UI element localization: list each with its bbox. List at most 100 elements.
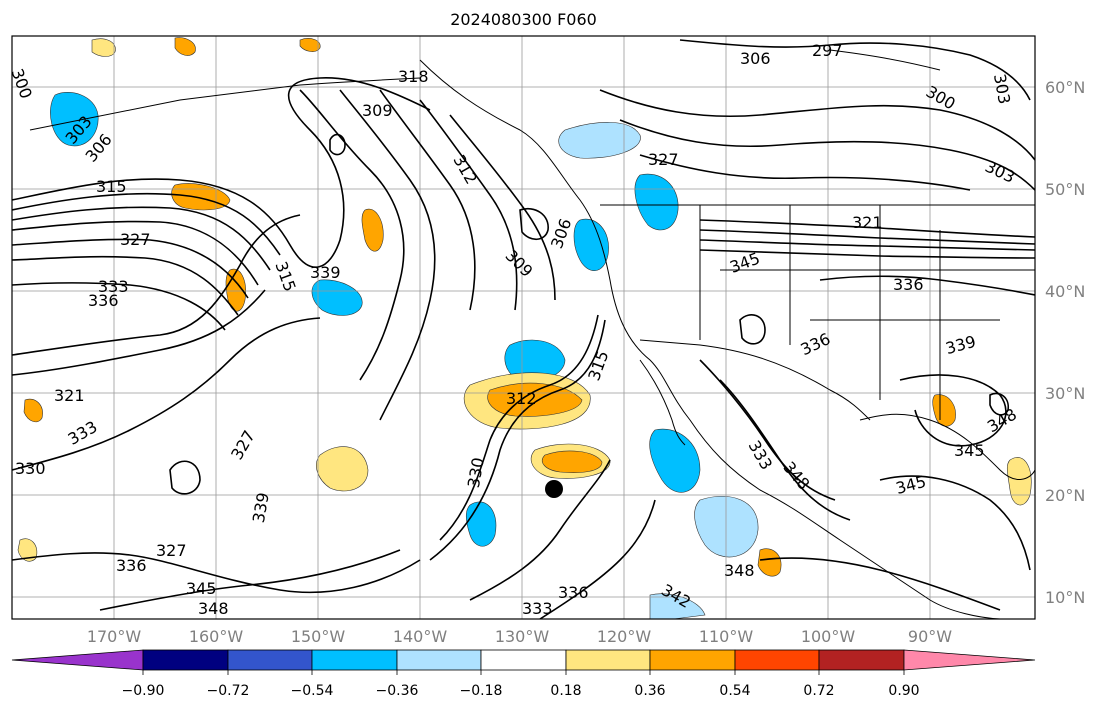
contour-label: 321 <box>54 386 85 405</box>
contour-line <box>759 557 1001 611</box>
orange-region <box>361 208 384 252</box>
contour-line <box>12 289 266 376</box>
us-mexico-border <box>639 339 871 421</box>
contour-lines <box>12 39 1035 619</box>
yellow-region <box>23 398 43 423</box>
contour-line <box>519 208 549 241</box>
lon-label: 170°W <box>86 627 142 646</box>
contour-line <box>639 154 971 191</box>
gridlines <box>12 36 1035 619</box>
colorbar-swatch <box>565 649 651 671</box>
contour-line <box>12 317 321 471</box>
coastlines <box>29 49 1035 619</box>
yellow-region <box>1006 457 1032 506</box>
contour-line <box>619 119 1035 191</box>
storm-marker <box>545 480 563 498</box>
colorbar-tick-label: 0.90 <box>888 683 920 699</box>
colorbar-swatch <box>734 649 820 671</box>
blue-region <box>634 173 679 231</box>
contour-label: 336 <box>88 291 119 310</box>
contour-label: 297 <box>812 41 843 60</box>
contour-line <box>699 219 1035 238</box>
yellow-region <box>299 38 321 52</box>
contour-line <box>169 460 201 495</box>
lon-label: 120°W <box>596 627 652 646</box>
blue-region <box>311 279 363 316</box>
contour-line <box>699 359 836 501</box>
colorbar-swatch <box>480 649 567 671</box>
contour-line <box>12 206 271 271</box>
lon-label: 90°W <box>907 627 953 646</box>
contour-line <box>12 255 239 316</box>
contour-line <box>739 314 766 345</box>
contour-label: 309 <box>362 101 393 120</box>
contour-label: 306 <box>740 49 771 68</box>
lat-label: 20°N <box>1045 486 1086 505</box>
contour-label: 348 <box>724 561 755 580</box>
colorbar <box>11 649 1036 675</box>
colorbar-tick-label: 0.18 <box>550 683 582 699</box>
contour-line <box>12 214 301 356</box>
lon-label: 140°W <box>392 627 448 646</box>
colorbar-swatch <box>227 649 313 671</box>
colorbar-extend-left <box>11 649 144 671</box>
lat-label: 40°N <box>1045 282 1086 301</box>
contour-line <box>539 499 656 619</box>
yellow-region <box>91 38 116 57</box>
contour-label: 333 <box>522 599 553 618</box>
contour-line <box>819 275 1035 296</box>
contour-line <box>699 239 1035 251</box>
lightblue-region <box>558 122 641 159</box>
contour-label: 330 <box>15 459 46 478</box>
yellow-region <box>757 548 782 577</box>
contour-line <box>99 549 401 611</box>
colorbar-extend-right <box>903 649 1036 671</box>
contour-line <box>679 39 1031 101</box>
contour-label: 336 <box>893 275 924 294</box>
contour-line <box>12 192 281 256</box>
lat-label: 60°N <box>1045 78 1086 97</box>
lightblue-region <box>649 593 706 619</box>
contour-line <box>699 229 1035 245</box>
contour-line <box>469 459 611 601</box>
contour-line <box>12 77 431 268</box>
contour-line <box>419 99 518 311</box>
map-frame-bg <box>12 36 1035 619</box>
map-title: 2024080300 F060 <box>450 10 597 29</box>
contour-line <box>699 249 1035 259</box>
contour-line <box>379 89 476 311</box>
contour-label: 336 <box>558 583 589 602</box>
gulf-coast <box>859 413 1035 480</box>
blue-region <box>50 92 99 147</box>
contour-label: 327 <box>648 150 679 169</box>
colorbar-swatch <box>142 649 229 671</box>
colorbar-tick-label: 0.54 <box>719 683 751 699</box>
contour-line <box>12 238 249 299</box>
contour-label: 318 <box>398 67 429 86</box>
contour-line <box>989 392 1010 416</box>
blue-region <box>649 428 701 493</box>
contour-line <box>299 89 405 381</box>
colorbar-swatch <box>311 649 398 671</box>
lat-label: 50°N <box>1045 180 1086 199</box>
colorbar-tick-label: 0.36 <box>634 683 666 699</box>
contour-label: 327 <box>120 230 151 249</box>
contour-label: 345 <box>186 579 217 598</box>
colorbar-tick-label: −0.54 <box>290 683 334 699</box>
colorbar-tick-label: 0.72 <box>803 683 835 699</box>
lon-label: 160°W <box>188 627 244 646</box>
colorbar-tick-label: −0.90 <box>121 683 165 699</box>
contour-label: 333 <box>98 277 129 296</box>
contour-label: 321 <box>852 213 883 232</box>
lat-label: 30°N <box>1045 384 1086 403</box>
contour-label: 348 <box>198 599 229 618</box>
north-america-coast <box>419 59 1001 619</box>
contour-line <box>449 114 556 301</box>
shaded-regions <box>17 37 1032 619</box>
blue-region <box>573 218 609 271</box>
contour-label: 336 <box>116 556 147 575</box>
orange-region <box>174 37 196 56</box>
colorbar-tick-label: −0.36 <box>375 683 419 699</box>
lon-label: 110°W <box>698 627 754 646</box>
